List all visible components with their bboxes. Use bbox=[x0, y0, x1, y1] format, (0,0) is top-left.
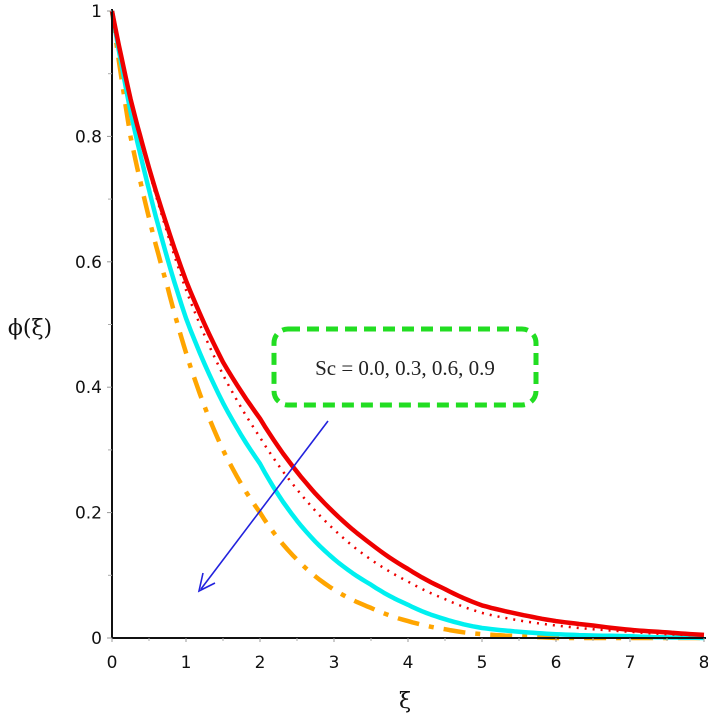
x-tick-label: 4 bbox=[403, 653, 414, 673]
y-tick-label: 0.4 bbox=[75, 378, 102, 398]
x-axis-title: ξ bbox=[399, 689, 411, 714]
ticks-group: 0 1 2 3 4 5 6 7 8 0 0.2 0.4 0.6 0.8 1 bbox=[75, 2, 708, 673]
x-tick-label: 7 bbox=[625, 653, 636, 673]
y-axis-title: ϕ(ξ) bbox=[8, 316, 52, 341]
series-line-sc-0-0 bbox=[109, 10, 705, 638]
series-line-sc-0-3 bbox=[110, 10, 705, 637]
arrow-shaft bbox=[200, 420, 329, 590]
curves-group bbox=[109, 10, 705, 641]
legend-annotation: Sc = 0.0, 0.3, 0.6, 0.9 bbox=[271, 326, 539, 408]
x-tick-label: 0 bbox=[107, 653, 118, 673]
y-tick-label: 0.6 bbox=[75, 253, 102, 273]
x-tick-label: 5 bbox=[477, 653, 488, 673]
legend-text: Sc = 0.0, 0.3, 0.6, 0.9 bbox=[315, 356, 495, 380]
y-tick-label: 1 bbox=[91, 2, 102, 22]
axes-group bbox=[111, 9, 706, 639]
x-tick-label: 3 bbox=[329, 653, 340, 673]
arrow-head-icon bbox=[197, 572, 216, 593]
series-line-sc-0-6 bbox=[109, 10, 705, 641]
trend-arrow bbox=[197, 420, 329, 593]
legend-box bbox=[271, 326, 539, 408]
x-tick-label: 8 bbox=[699, 653, 708, 673]
y-tick-label: 0.2 bbox=[75, 504, 102, 524]
y-tick-label: 0 bbox=[91, 629, 102, 649]
x-tick-label: 1 bbox=[181, 653, 192, 673]
x-tick-label: 6 bbox=[551, 653, 562, 673]
series-line-sc-0-9 bbox=[109, 10, 704, 641]
y-tick-label: 0.8 bbox=[75, 127, 102, 147]
x-tick-label: 2 bbox=[255, 653, 266, 673]
